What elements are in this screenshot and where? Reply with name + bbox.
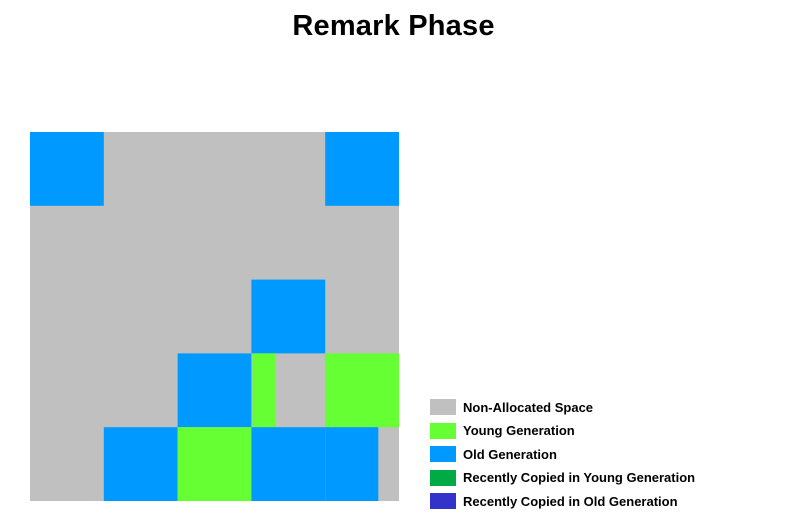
heap-region-young	[325, 353, 399, 428]
heap-region-old	[251, 427, 326, 501]
legend-label: Young Generation	[463, 423, 575, 438]
heap-region-young	[252, 353, 277, 428]
legend-swatch	[430, 469, 456, 486]
legend-label: Recently Copied in Old Generation	[463, 493, 678, 509]
heap-region-old	[177, 353, 252, 428]
heap-region-young	[177, 427, 252, 501]
legend-item: Non-Allocated Space	[430, 398, 593, 416]
legend-swatch	[430, 422, 456, 439]
legend-label: Non-Allocated Space	[463, 399, 594, 415]
heap-region-old	[30, 132, 104, 206]
legend-label: Recently Copied in Young Generation	[463, 470, 696, 485]
heap-region-grid	[30, 132, 399, 501]
legend-item: Old Generation	[430, 445, 557, 463]
legend-item: Recently Copied in Young Generation	[430, 469, 695, 487]
diagram-title: Remark Phase	[292, 10, 495, 42]
legend-swatch	[430, 493, 456, 509]
legend-item: Recently Copied in Old Generation	[430, 492, 678, 510]
legend-label: Old Generation	[463, 446, 557, 462]
legend-item: Young Generation	[430, 422, 575, 440]
heap-region-old	[103, 427, 178, 501]
legend-swatch	[430, 399, 456, 415]
legend-swatch	[430, 446, 456, 462]
heap-region-old	[325, 427, 379, 501]
heap-region-old	[325, 132, 399, 206]
heap-region-old	[251, 279, 326, 354]
